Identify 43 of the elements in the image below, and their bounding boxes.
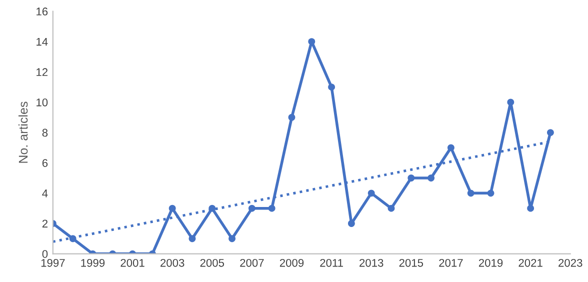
x-tick-label: 2019 xyxy=(478,258,503,267)
point xyxy=(308,38,316,46)
y-tick-label: 0 xyxy=(42,250,48,258)
point xyxy=(328,84,336,91)
point xyxy=(527,204,534,212)
x-tick-label: 2007 xyxy=(240,258,264,267)
x-tick-label: 1999 xyxy=(81,258,105,267)
x-tick-label: 1997 xyxy=(41,258,65,267)
x-tick-label: 2009 xyxy=(280,258,304,267)
x-tick-label: 2013 xyxy=(360,258,384,267)
point xyxy=(447,144,454,152)
x-tick-label: 2005 xyxy=(200,258,224,267)
point xyxy=(368,190,375,197)
y-tick-label: 14 xyxy=(36,38,48,46)
point xyxy=(467,190,474,197)
point xyxy=(288,114,296,121)
point xyxy=(228,235,236,242)
y-tick-label: 8 xyxy=(42,128,48,137)
point xyxy=(487,190,494,197)
point xyxy=(507,98,514,106)
point xyxy=(348,220,355,227)
point xyxy=(388,204,395,212)
x-tick-label: 2003 xyxy=(160,258,184,267)
y-tick-label: 10 xyxy=(36,98,48,106)
point xyxy=(268,204,276,212)
point xyxy=(188,235,196,242)
x-tick-label: 2017 xyxy=(439,258,463,267)
y-tick-label: 12 xyxy=(36,68,48,76)
point xyxy=(248,204,256,212)
y-axis-title: No. articles xyxy=(18,102,28,163)
x-tick-label: 2001 xyxy=(120,258,144,267)
x-tick-label: 2015 xyxy=(399,258,424,267)
point xyxy=(408,174,415,182)
x-tick-label: 2021 xyxy=(518,258,542,267)
point xyxy=(168,204,176,212)
point xyxy=(428,174,435,182)
y-tick-label: 16 xyxy=(36,8,48,16)
x-tick-label: 2011 xyxy=(320,258,343,267)
y-tick-label: 2 xyxy=(42,220,48,228)
point xyxy=(546,129,554,136)
y-tick-label: 6 xyxy=(42,159,48,167)
x-tick-label: 2023 xyxy=(558,258,582,267)
y-tick-label: 4 xyxy=(42,190,48,198)
